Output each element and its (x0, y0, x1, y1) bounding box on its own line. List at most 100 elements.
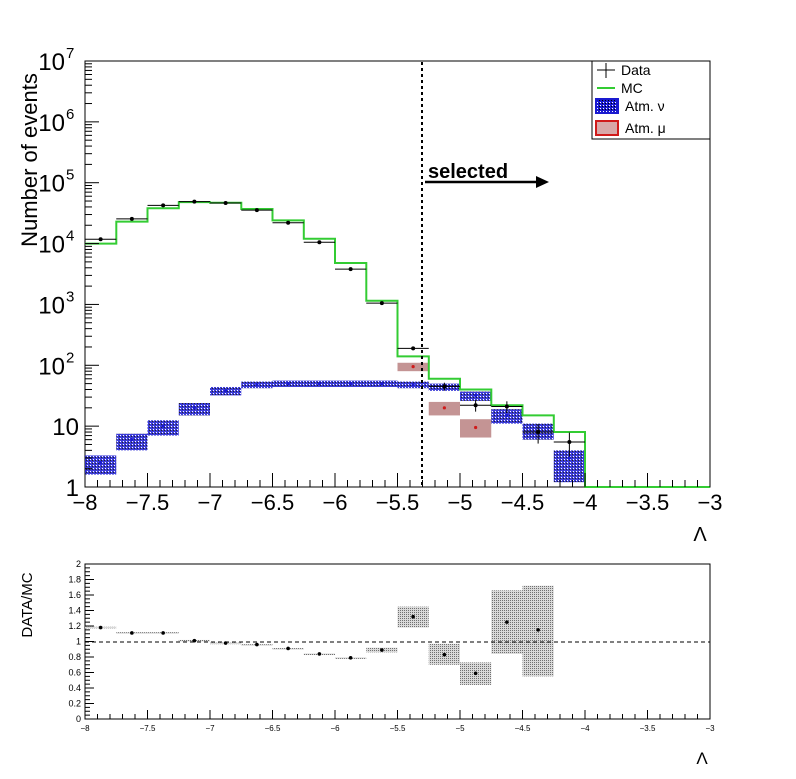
ratio-point (442, 652, 447, 657)
ratio-point (380, 648, 384, 652)
x-tick-label: −7 (197, 490, 222, 515)
ratio-x-tick-label: −7.5 (140, 724, 156, 733)
legend-atm-mu-label: Atm. μ (625, 120, 666, 136)
data-point (348, 267, 353, 272)
x-tick-label: −4 (572, 490, 597, 515)
ratio-panel: 0 0.2 0.4 0.6 0.8 1 1.2 1.4 1.6 1.8 2 −8 −7.5 −7 −6.5 −… (19, 559, 715, 768)
data-point (254, 208, 259, 213)
series-layer (85, 199, 710, 488)
y-tick-label: 10 (52, 414, 79, 441)
atm-nu-point (255, 383, 259, 387)
legend-atm-nu-swatch (595, 98, 619, 114)
atm-nu-point (411, 383, 415, 387)
data-point (504, 404, 509, 409)
ratio-x-tick-label: −6.5 (265, 724, 281, 733)
atm-nu-point (161, 424, 165, 428)
data-point (473, 403, 478, 408)
mc-series-line (85, 201, 710, 488)
x-tick-label: −4.5 (501, 490, 544, 515)
legend-mc-label: MC (621, 80, 643, 96)
y-tick-exponent: 2 (66, 349, 74, 366)
atm-mu-point (411, 365, 415, 369)
data-point (129, 216, 134, 221)
atm-band-layer (85, 362, 585, 483)
legend: Data MC Atm. ν Atm. μ (591, 60, 711, 140)
atm-nu-point (349, 382, 353, 386)
ratio-point (223, 641, 228, 645)
atm-nu-point (192, 406, 196, 410)
ratio-x-tick-label: −5.5 (390, 724, 406, 733)
atm-nu-point (286, 382, 290, 386)
y-tick-exponent: 5 (66, 167, 74, 184)
y-tick-exponent: 7 (66, 45, 74, 62)
legend-atm-mu-swatch (595, 120, 619, 136)
ratio-point (286, 646, 290, 651)
data-point (317, 240, 322, 245)
ratio-x-tick-label: −7 (205, 724, 215, 733)
x-tick-label: −5 (447, 490, 472, 515)
y-axis-title: Number of events (17, 73, 42, 247)
x-tick-label: −8 (72, 490, 97, 515)
data-point (286, 220, 291, 225)
ratio-y-tick-label: 0.6 (68, 668, 81, 678)
atm-nu-point (224, 389, 228, 393)
y-tick-exponent: 4 (66, 228, 74, 245)
atm-nu-point (380, 382, 384, 386)
ratio-y-tick-label: 2 (76, 559, 81, 569)
ratio-y-axis-title: DATA/MC (19, 572, 36, 637)
ratio-x-tick-label: −4.5 (515, 724, 531, 733)
y-tick-label: 1 (66, 475, 79, 502)
atm-nu-point (505, 413, 509, 418)
y-tick-label: 10 (38, 292, 65, 319)
x-tick-label: −3 (697, 490, 722, 515)
ratio-points-layer (98, 614, 540, 676)
ratio-x-tick-label: −5 (455, 724, 465, 733)
y-tick-label: 10 (38, 110, 65, 137)
ratio-x-tick-label: −6 (330, 724, 340, 733)
y-tick-label: 10 (38, 171, 65, 198)
y-tick-label: 10 (38, 232, 65, 259)
data-point (567, 439, 572, 444)
ratio-y-tick-label: 1.8 (68, 575, 81, 585)
atm-nu-point (317, 382, 321, 386)
ratio-x-tick-label: −3.5 (640, 724, 656, 733)
data-point (223, 200, 228, 205)
ratio-band-layer (85, 585, 554, 685)
ratio-axes: 0 0.2 0.4 0.6 0.8 1 1.2 1.4 1.6 1.8 2 −8 −7.5 −7 −6.5 −… (68, 559, 715, 733)
selected-arrow-head (536, 176, 549, 188)
data-point (442, 384, 447, 389)
data-point (536, 430, 541, 435)
atm-nu-point (474, 393, 478, 398)
ratio-point (255, 642, 259, 647)
data-point (411, 346, 416, 351)
x-tick-label: −6 (322, 490, 347, 515)
ratio-y-tick-label: 0 (76, 714, 81, 724)
ratio-x-tick-label: −4 (580, 724, 590, 733)
ratio-point (98, 625, 103, 630)
x-tick-label: −3.5 (626, 490, 669, 515)
ratio-point (161, 631, 165, 635)
ratio-y-tick-label: 0.2 (68, 699, 81, 709)
ratio-point (130, 631, 134, 635)
selected-label: selected (428, 161, 508, 183)
ratio-point (505, 620, 509, 624)
data-point (379, 301, 384, 306)
atm-nu-point (99, 461, 103, 465)
y-tick-label: 10 (38, 353, 65, 380)
atm-nu-band (147, 420, 179, 436)
ratio-y-tick-label: 0.4 (68, 683, 81, 693)
atm-nu-point (130, 438, 134, 442)
y-tick-exponent: 6 (66, 106, 74, 123)
x-tick-label: −6.5 (251, 490, 294, 515)
atm-nu-point (567, 456, 571, 460)
ratio-point (411, 614, 415, 619)
y-tick-exponent: 3 (66, 288, 74, 305)
ratio-point (536, 628, 540, 632)
ratio-point (317, 652, 322, 656)
atm-nu-band (116, 433, 148, 451)
data-point (98, 237, 103, 242)
